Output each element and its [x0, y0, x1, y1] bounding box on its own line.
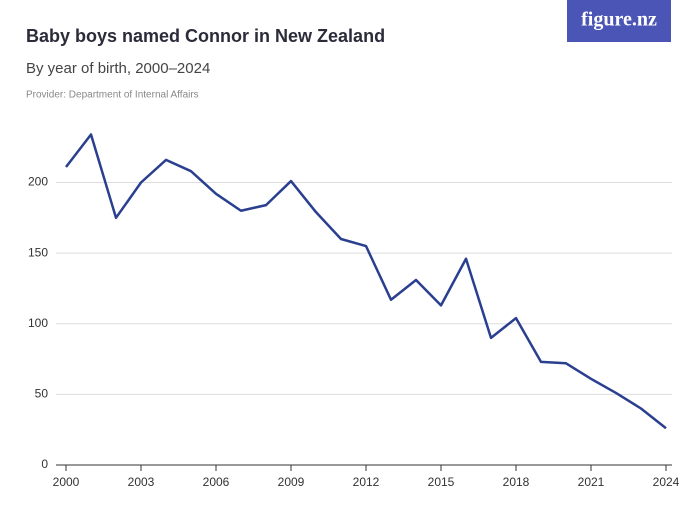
y-tick-label: 150: [28, 245, 48, 259]
x-tick-label: 2006: [203, 475, 230, 489]
logo-box: [567, 0, 671, 42]
x-tick-label: 2021: [578, 475, 605, 489]
chart-title: Baby boys named Connor in New Zealand: [26, 26, 385, 46]
x-tick-label: 2018: [503, 475, 530, 489]
x-tick-label: 2003: [128, 475, 155, 489]
x-tick-label: 2000: [53, 475, 80, 489]
chart-subtitle: By year of birth, 2000–2024: [26, 60, 210, 77]
x-tick-label: 2009: [278, 475, 305, 489]
x-tick-label: 2012: [353, 475, 380, 489]
y-tick-label: 50: [35, 387, 49, 401]
x-tick-label: 2024: [653, 475, 680, 489]
x-tick-label: 2015: [428, 475, 455, 489]
data-line: [65, 133, 667, 430]
logo: figure.nz: [581, 9, 657, 31]
y-tick-label: 0: [41, 457, 48, 471]
y-tick-label: 100: [28, 316, 48, 330]
provider: Provider: Department of Internal Affairs: [26, 90, 199, 101]
y-tick-label: 200: [28, 175, 48, 189]
